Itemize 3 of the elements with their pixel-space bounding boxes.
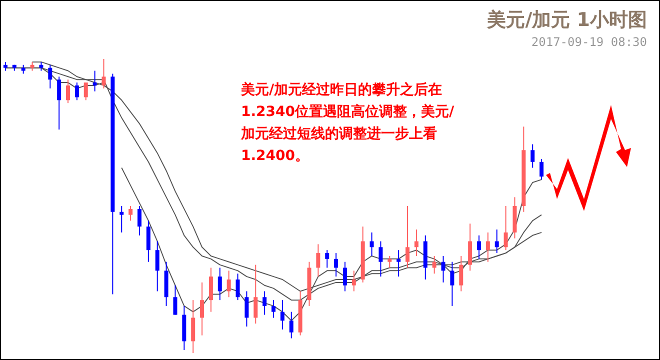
chart-title: 美元/加元 1小时图 [487,8,647,33]
annotation: 美元/加元经过昨日的攀升之后在1.2340位置遇阻高位调整，美元/加元经过短线的调整进一步上看1.2400。 [241,80,456,166]
text: 2017-09-19 08:30 [531,35,647,49]
